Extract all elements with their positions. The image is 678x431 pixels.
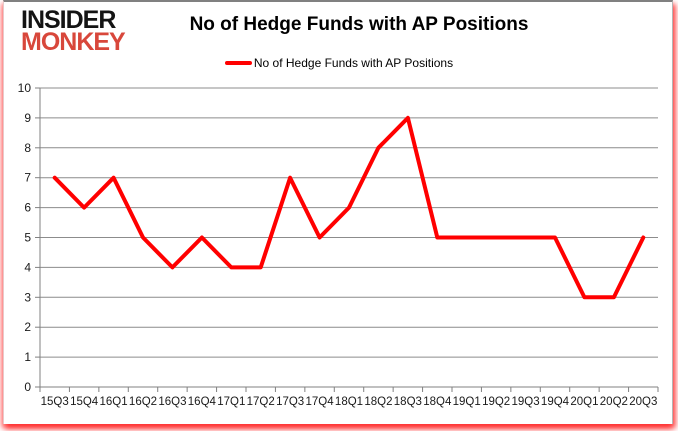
logo-text-insider: INSIDER (21, 6, 116, 34)
x-axis-tick-label: 16Q3 (158, 396, 186, 408)
y-axis-tick-label: 5 (24, 231, 31, 245)
x-axis-tick-label: 20Q1 (570, 396, 598, 408)
y-axis-tick-label: 4 (24, 260, 31, 274)
x-axis-tick-label: 17Q3 (276, 396, 304, 408)
x-axis-tick-label: 18Q3 (394, 396, 422, 408)
y-axis-tick-label: 9 (24, 111, 31, 125)
x-axis-tick-label: 17Q2 (247, 396, 275, 408)
x-axis-tick-label: 19Q1 (453, 396, 481, 408)
chart-title: No of Hedge Funds with AP Positions (189, 14, 529, 35)
x-axis-tick-label: 19Q4 (541, 396, 570, 408)
series-line (52, 115, 646, 300)
x-axis-tick-label: 15Q4 (70, 396, 99, 408)
insider-monkey-logo: INSIDER MONKEY (21, 6, 126, 56)
y-axis-tick-label: 1 (24, 350, 31, 364)
y-axis-tick-label: 7 (24, 171, 31, 185)
legend-line-marker (224, 61, 252, 65)
chart-legend: No of Hedge Funds with AP Positions (0, 56, 678, 70)
y-axis-tick-label: 10 (18, 81, 32, 95)
y-axis-tick-label: 6 (24, 201, 31, 215)
y-axis-tick-label: 0 (24, 380, 31, 394)
y-axis-tick-label: 2 (24, 320, 31, 334)
x-axis-tick-label: 18Q1 (335, 396, 363, 408)
x-axis-tick-label: 17Q4 (306, 396, 335, 408)
legend-label: No of Hedge Funds with AP Positions (253, 56, 454, 70)
x-axis-tick-label: 20Q2 (600, 396, 628, 408)
x-axis-tick-label: 16Q2 (129, 396, 157, 408)
logo-text-monkey: MONKEY (21, 28, 126, 56)
y-axis-tick-label: 8 (24, 141, 31, 155)
x-axis-tick-label: 16Q4 (188, 396, 217, 408)
x-axis-tick-label: 17Q1 (217, 396, 245, 408)
y-axis-tick-label: 3 (24, 290, 31, 304)
x-axis-tick-label: 19Q2 (482, 396, 510, 408)
x-axis-tick-label: 19Q3 (512, 396, 540, 408)
x-axis-tick-label: 18Q4 (423, 396, 452, 408)
x-axis-tick-label: 20Q3 (629, 396, 657, 408)
x-axis-tick-label: 16Q1 (100, 396, 128, 408)
x-axis-tick-label: 18Q2 (364, 396, 392, 408)
chart-card (3, 0, 673, 424)
x-axis-tick-label: 15Q3 (41, 396, 69, 408)
